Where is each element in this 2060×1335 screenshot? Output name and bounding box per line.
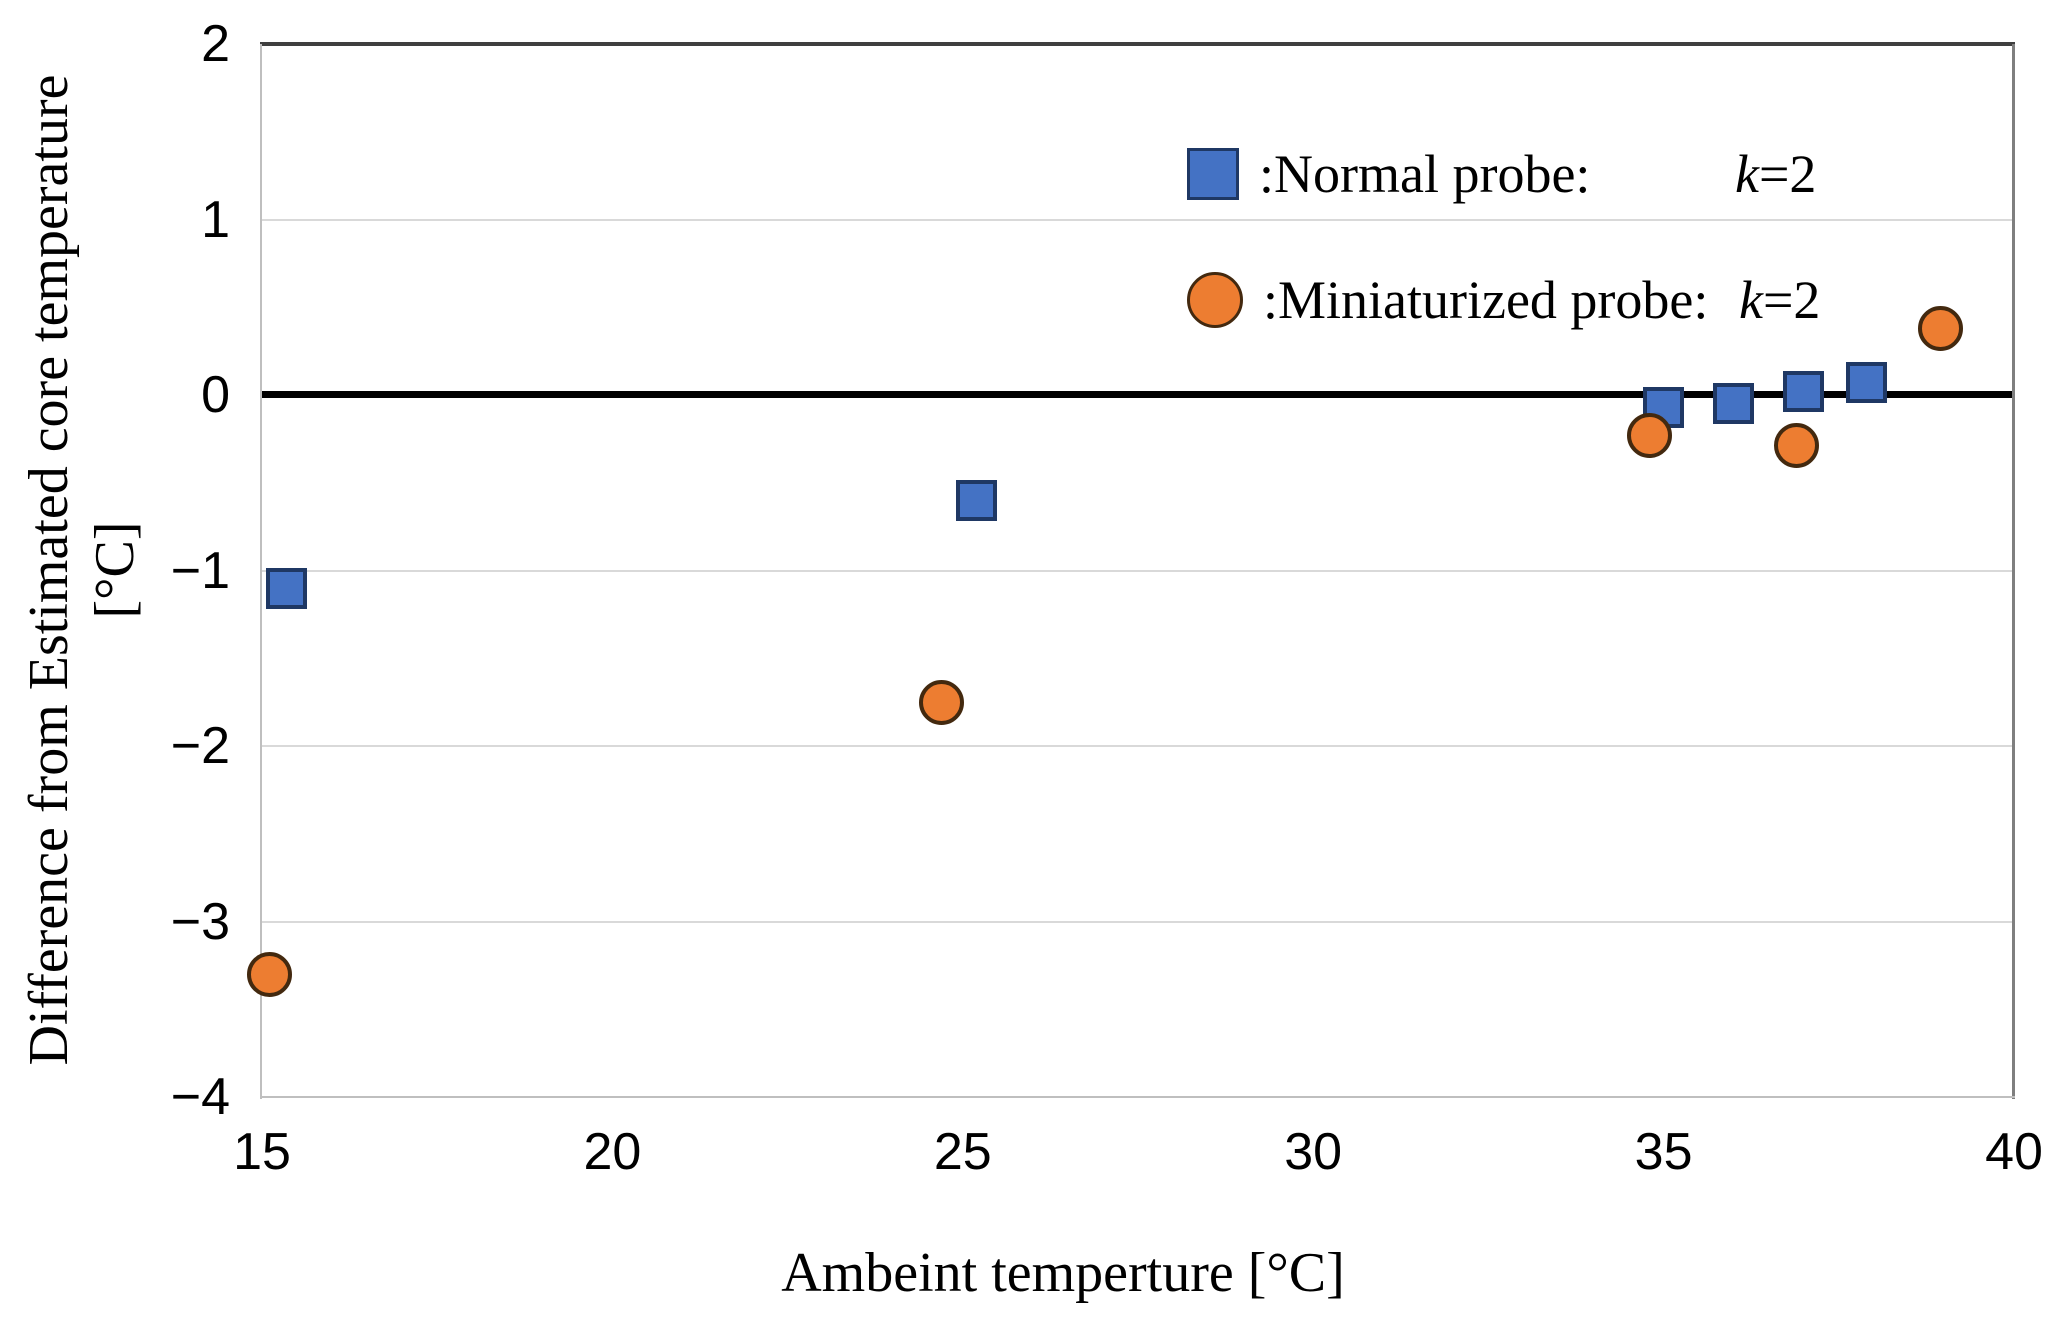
y-tick-label: 0 [201, 366, 230, 424]
y-axis-title-line2: [°C] [84, 521, 146, 619]
legend-row: :Normal probe: k=2 [1187, 146, 1820, 202]
data-point-miniaturized-probe [1627, 412, 1673, 458]
plot-border-right [2012, 44, 2015, 1099]
data-point-normal-probe [956, 479, 998, 521]
legend-row: :Miniaturized probe: k=2 [1187, 272, 1820, 328]
data-point-normal-probe [266, 567, 308, 609]
legend-label: :Miniaturized probe: [1263, 270, 1709, 330]
data-point-miniaturized-probe [1917, 305, 1963, 351]
y-tick-label: −3 [170, 892, 230, 951]
data-point-miniaturized-probe [919, 679, 965, 725]
y-tick-label: 1 [201, 190, 230, 249]
plot-border-top [260, 42, 2015, 46]
x-axis-line [260, 1096, 2015, 1098]
data-point-normal-probe [1783, 370, 1825, 412]
x-axis-title: Ambeint temperture [°C] [781, 1242, 1345, 1304]
data-point-miniaturized-probe [246, 951, 292, 997]
data-point-normal-probe [1713, 383, 1755, 425]
x-tick-label: 30 [1284, 1123, 1343, 1181]
legend-k-value: k=2 [1735, 144, 1817, 204]
x-tick-label: 15 [233, 1123, 291, 1181]
gridline-y-1 [262, 218, 2014, 221]
y-tick-label: −4 [170, 1068, 230, 1126]
data-point-miniaturized-probe [1774, 423, 1820, 469]
y-tick-label: −1 [170, 541, 230, 600]
y-tick-label: 2 [201, 15, 230, 73]
legend-k-value: k=2 [1739, 270, 1821, 330]
x-tick-label: 35 [1634, 1123, 1693, 1181]
x-tick-label: 40 [1985, 1123, 2043, 1181]
x-tick-label: 20 [583, 1123, 642, 1181]
x-tick-label: 25 [933, 1123, 992, 1181]
gridline-y--3 [262, 920, 2014, 923]
zero-reference-line [262, 391, 2014, 398]
y-axis-title-line1: Difference from Estimated core temperatu… [18, 74, 80, 1066]
legend-circle-marker-icon [1187, 272, 1243, 328]
y-tick-label: −2 [170, 717, 230, 775]
y-axis-line [260, 44, 262, 1099]
legend-square-marker-icon [1187, 148, 1239, 200]
gridline-y--2 [262, 745, 2014, 747]
data-point-normal-probe [1846, 362, 1888, 404]
legend: :Normal probe: k=2 :Miniaturized probe: k=2 [1187, 146, 1820, 328]
gridline-y--1 [262, 569, 2014, 572]
legend-label: :Normal probe: [1259, 144, 1591, 204]
